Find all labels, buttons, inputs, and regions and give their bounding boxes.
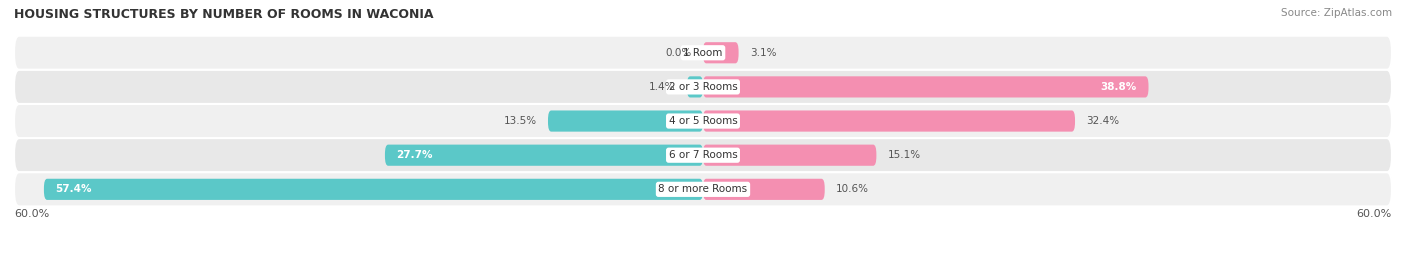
FancyBboxPatch shape [44,179,703,200]
FancyBboxPatch shape [703,76,1149,97]
FancyBboxPatch shape [14,36,1392,70]
Text: 6 or 7 Rooms: 6 or 7 Rooms [669,150,737,160]
FancyBboxPatch shape [14,104,1392,138]
FancyBboxPatch shape [703,145,876,166]
Text: 1 Room: 1 Room [683,48,723,58]
Text: 13.5%: 13.5% [503,116,537,126]
Text: 1.4%: 1.4% [650,82,675,92]
Text: 8 or more Rooms: 8 or more Rooms [658,184,748,194]
FancyBboxPatch shape [703,179,825,200]
Text: 10.6%: 10.6% [837,184,869,194]
FancyBboxPatch shape [385,145,703,166]
Text: Source: ZipAtlas.com: Source: ZipAtlas.com [1281,8,1392,18]
Text: 15.1%: 15.1% [887,150,921,160]
Text: 2 or 3 Rooms: 2 or 3 Rooms [669,82,737,92]
Text: 60.0%: 60.0% [14,209,49,219]
Text: 3.1%: 3.1% [749,48,776,58]
FancyBboxPatch shape [14,70,1392,104]
Text: 32.4%: 32.4% [1087,116,1119,126]
Text: 0.0%: 0.0% [665,48,692,58]
Text: HOUSING STRUCTURES BY NUMBER OF ROOMS IN WACONIA: HOUSING STRUCTURES BY NUMBER OF ROOMS IN… [14,8,433,21]
FancyBboxPatch shape [703,111,1076,132]
Text: 57.4%: 57.4% [55,184,91,194]
FancyBboxPatch shape [703,42,738,63]
FancyBboxPatch shape [688,76,703,97]
Text: 4 or 5 Rooms: 4 or 5 Rooms [669,116,737,126]
FancyBboxPatch shape [548,111,703,132]
FancyBboxPatch shape [14,172,1392,206]
Text: 60.0%: 60.0% [1357,209,1392,219]
Text: 27.7%: 27.7% [396,150,433,160]
Text: 38.8%: 38.8% [1101,82,1137,92]
FancyBboxPatch shape [14,138,1392,172]
